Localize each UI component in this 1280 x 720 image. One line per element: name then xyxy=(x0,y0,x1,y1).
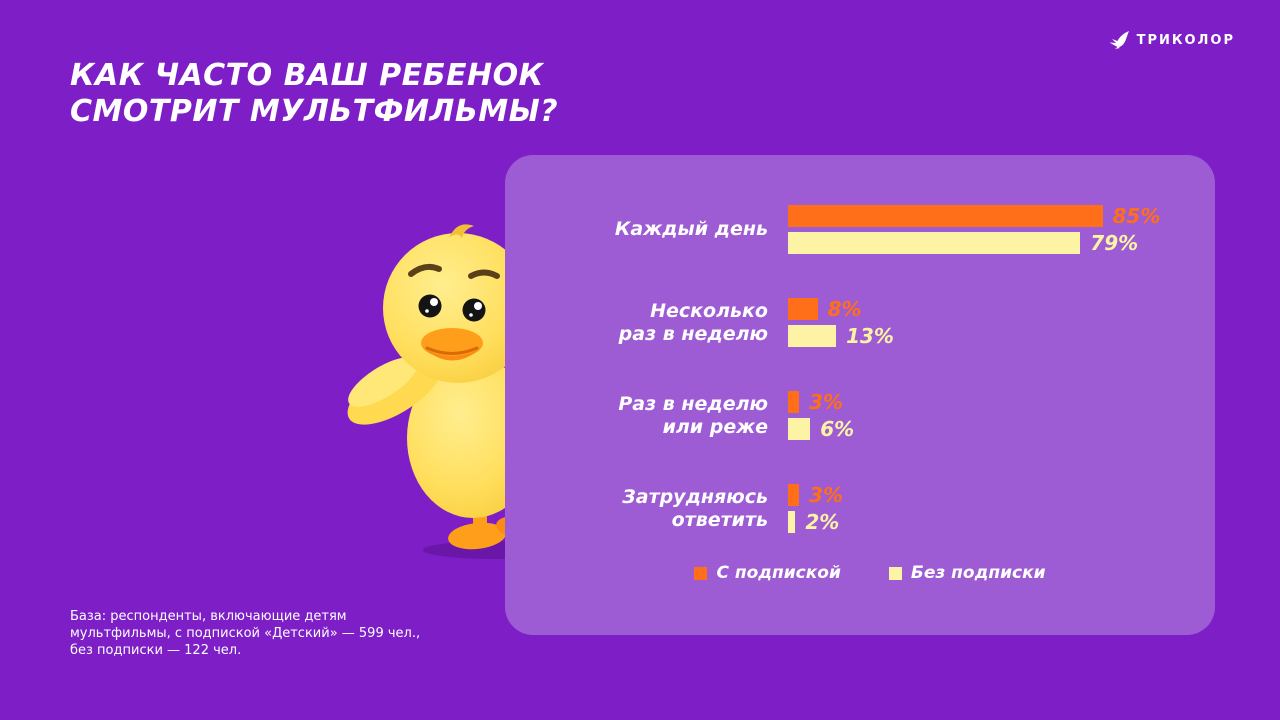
bar-value-without-subscription: 6% xyxy=(820,417,855,441)
bar-value-without-subscription: 79% xyxy=(1090,231,1139,255)
legend-swatch-orange xyxy=(694,566,708,580)
footnote-line-2: мультфильмы, с подпиской «Детский» — 599… xyxy=(70,626,421,641)
bar-with-subscription xyxy=(788,298,818,320)
chart-rows: Каждый день 85% 79% Несколь xyxy=(525,204,1215,534)
bar-value-without-subscription: 2% xyxy=(805,510,840,534)
page-title: КАК ЧАСТО ВАШ РЕБЕНОК СМОТРИТ МУЛЬТФИЛЬМ… xyxy=(70,58,558,130)
legend-item-with-subscription: С подпиской xyxy=(694,563,841,583)
legend-label: Без подписки xyxy=(910,563,1046,583)
footnote-line-3: без подписки — 122 чел. xyxy=(70,643,242,658)
chart-row-every-day: Каждый день 85% 79% xyxy=(525,204,1215,255)
bar-without-subscription xyxy=(788,232,1081,254)
category-label-line: или реже xyxy=(662,415,768,438)
title-line-2: СМОТРИТ МУЛЬТФИЛЬМЫ? xyxy=(70,94,559,129)
category-label-line: Затрудняюсь xyxy=(622,485,768,508)
category-label-line: Раз в неделю xyxy=(618,392,768,415)
footnote-line-1: База: респонденты, включающие детям xyxy=(70,609,347,624)
bar-with-subscription xyxy=(788,391,800,413)
legend-label: С подпиской xyxy=(716,563,841,583)
legend-item-without-subscription: Без подписки xyxy=(888,563,1046,583)
bar-without-subscription xyxy=(788,418,811,440)
bar-value-with-subscription: 3% xyxy=(809,390,844,414)
bar-group: 3% 6% xyxy=(788,390,855,441)
chart-panel: Каждый день 85% 79% Несколь xyxy=(505,155,1215,635)
category-label-line: раз в неделю xyxy=(618,322,768,345)
bar-value-with-subscription: 3% xyxy=(809,483,844,507)
category-label: Затрудняюсь ответить xyxy=(525,486,768,532)
category-label-line: ответить xyxy=(671,508,768,531)
brand-logo: ТРИКОЛОР xyxy=(1108,30,1235,50)
chart-row-hard-to-answer: Затрудняюсь ответить 3% 2% xyxy=(525,483,1215,534)
chart-row-once-week-or-less: Раз в неделю или реже 3% 6% xyxy=(525,390,1215,441)
bar-group: 8% 13% xyxy=(788,297,894,348)
category-label: Раз в неделю или реже xyxy=(525,393,768,439)
bar-without-subscription xyxy=(788,325,837,347)
tricolor-bird-icon xyxy=(1109,31,1129,49)
bar-group: 85% 79% xyxy=(788,204,1161,255)
chart-row-several-times-week: Несколько раз в неделю 8% 13% xyxy=(525,297,1215,348)
category-label-line: Несколько xyxy=(650,299,768,322)
bar-with-subscription xyxy=(788,484,800,506)
bar-value-with-subscription: 8% xyxy=(827,297,862,321)
category-label: Несколько раз в неделю xyxy=(525,300,768,346)
chart-legend: С подпиской Без подписки xyxy=(525,563,1215,583)
base-footnote: База: респонденты, включающие детям муль… xyxy=(70,608,420,659)
legend-swatch-yellow xyxy=(888,566,902,580)
bar-value-without-subscription: 13% xyxy=(846,324,894,348)
bar-without-subscription xyxy=(788,511,796,533)
bar-group: 3% 2% xyxy=(788,483,844,534)
brand-name: ТРИКОЛОР xyxy=(1136,32,1235,48)
bar-with-subscription xyxy=(788,205,1103,227)
title-line-1: КАК ЧАСТО ВАШ РЕБЕНОК xyxy=(70,58,544,93)
bar-value-with-subscription: 85% xyxy=(1112,204,1161,228)
category-label: Каждый день xyxy=(525,218,768,241)
category-label-line: Каждый день xyxy=(614,218,768,240)
